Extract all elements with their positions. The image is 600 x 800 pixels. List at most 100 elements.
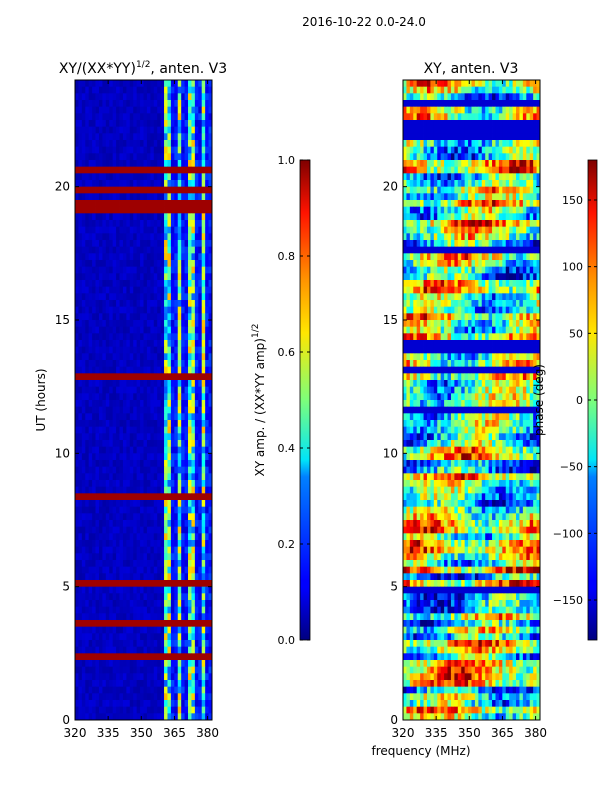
heatmap-cell bbox=[160, 246, 165, 254]
heatmap-cell bbox=[450, 86, 455, 94]
heatmap-cell bbox=[481, 246, 486, 254]
heatmap-cell bbox=[143, 653, 148, 661]
heatmap-cell bbox=[191, 586, 196, 594]
heatmap-cell bbox=[516, 246, 520, 254]
heatmap-cell bbox=[92, 120, 96, 128]
heatmap-cell bbox=[498, 206, 503, 214]
heatmap-cell bbox=[502, 120, 507, 128]
heatmap-cell bbox=[174, 586, 179, 594]
heatmap-cell bbox=[413, 146, 418, 154]
heatmap-cell bbox=[160, 506, 165, 514]
heatmap-cell bbox=[153, 646, 158, 654]
heatmap-cell bbox=[88, 226, 93, 234]
heatmap-cell bbox=[98, 446, 103, 454]
heatmap-cell bbox=[177, 640, 182, 648]
heatmap-cell bbox=[122, 380, 127, 388]
heatmap-cell bbox=[146, 233, 151, 241]
heatmap-cell bbox=[140, 120, 144, 128]
heatmap-cell bbox=[464, 140, 469, 148]
heatmap-cell bbox=[488, 186, 493, 194]
heatmap-cell bbox=[126, 573, 131, 581]
heatmap-cell bbox=[75, 486, 79, 494]
heatmap-cell bbox=[136, 113, 141, 121]
heatmap-cell bbox=[136, 700, 141, 708]
heatmap-cell bbox=[150, 326, 155, 334]
heatmap-cell bbox=[478, 120, 483, 128]
heatmap-cell bbox=[191, 713, 196, 721]
heatmap-cell bbox=[423, 233, 428, 241]
heatmap-cell bbox=[116, 213, 120, 221]
heatmap-cell bbox=[164, 713, 168, 721]
heatmap-cell bbox=[174, 373, 179, 381]
heatmap-cell bbox=[529, 226, 534, 234]
heatmap-cell bbox=[140, 706, 144, 714]
heatmap-cell bbox=[191, 440, 196, 448]
heatmap-cell bbox=[78, 206, 83, 214]
heatmap-cell bbox=[423, 153, 428, 161]
heatmap-cell bbox=[157, 346, 162, 354]
heatmap-cell bbox=[140, 400, 144, 408]
heatmap-cell bbox=[105, 406, 110, 414]
heatmap-cell bbox=[146, 673, 151, 681]
heatmap-cell bbox=[143, 200, 148, 208]
heatmap-cell bbox=[140, 313, 144, 321]
heatmap-cell bbox=[126, 153, 131, 161]
heatmap-cell bbox=[529, 213, 534, 221]
heatmap-cell bbox=[516, 120, 520, 128]
heatmap-cell bbox=[160, 613, 165, 621]
heatmap-cell bbox=[526, 246, 531, 254]
heatmap-cell bbox=[102, 146, 107, 154]
heatmap-cell bbox=[495, 186, 500, 194]
heatmap-cell bbox=[109, 646, 114, 654]
heatmap-cell bbox=[502, 253, 507, 261]
heatmap-cell bbox=[92, 313, 96, 321]
heatmap-cell bbox=[444, 253, 448, 261]
heatmap-cell bbox=[133, 606, 138, 614]
heatmap-cell bbox=[157, 480, 162, 488]
heatmap-cell bbox=[457, 113, 462, 121]
heatmap-cell bbox=[129, 453, 134, 461]
heatmap-cell bbox=[126, 486, 131, 494]
heatmap-cell bbox=[495, 233, 500, 241]
heatmap-cell bbox=[143, 513, 148, 521]
heatmap-cell bbox=[181, 453, 185, 461]
heatmap-cell bbox=[157, 506, 162, 514]
heatmap-cell bbox=[126, 213, 131, 221]
heatmap-cell bbox=[160, 306, 165, 314]
heatmap-cell bbox=[164, 440, 168, 448]
heatmap-cell bbox=[464, 126, 469, 134]
heatmap-cell bbox=[406, 133, 411, 141]
heatmap-cell bbox=[81, 106, 86, 114]
heatmap-cell bbox=[416, 220, 421, 228]
heatmap-cell bbox=[160, 540, 165, 548]
heatmap-cell bbox=[136, 160, 141, 168]
heatmap-cell bbox=[164, 580, 168, 588]
heatmap-cell bbox=[413, 93, 418, 101]
heatmap-cell bbox=[129, 146, 134, 154]
heatmap-cell bbox=[81, 426, 86, 434]
heatmap-cell bbox=[146, 426, 151, 434]
heatmap-cell bbox=[160, 606, 165, 614]
heatmap-cell bbox=[112, 206, 117, 214]
heatmap-cell bbox=[160, 686, 165, 694]
heatmap-cell bbox=[447, 260, 452, 268]
heatmap-cell bbox=[413, 173, 418, 181]
heatmap-cell bbox=[112, 393, 117, 401]
heatmap-cell bbox=[208, 346, 213, 354]
heatmap-cell bbox=[170, 413, 175, 421]
heatmap-cell bbox=[85, 406, 90, 414]
heatmap-cell bbox=[201, 586, 206, 594]
heatmap-cell bbox=[105, 680, 110, 688]
heatmap-cell bbox=[105, 233, 110, 241]
heatmap-cell bbox=[102, 386, 107, 394]
heatmap-cell bbox=[184, 593, 189, 601]
heatmap-cell bbox=[481, 240, 486, 248]
heatmap-cell bbox=[505, 106, 510, 114]
heatmap-cell bbox=[95, 706, 100, 714]
heatmap-cell bbox=[201, 520, 206, 528]
heatmap-cell bbox=[75, 600, 79, 608]
heatmap-cell bbox=[143, 500, 148, 508]
heatmap-cell bbox=[208, 473, 213, 481]
heatmap-cell bbox=[88, 293, 93, 301]
heatmap-cell bbox=[413, 160, 418, 168]
